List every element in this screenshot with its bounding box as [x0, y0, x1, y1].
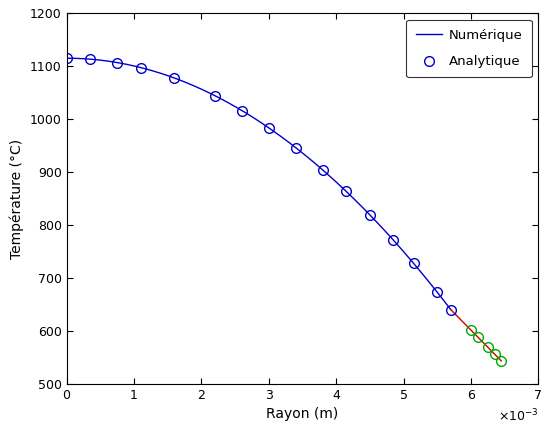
- Analytique: [343, 189, 350, 194]
- Analytique: [390, 238, 397, 243]
- Numérique: [271, 129, 278, 135]
- Y-axis label: Température (°C): Température (°C): [10, 138, 24, 258]
- Numérique: [438, 295, 445, 300]
- Analytique: [410, 261, 417, 266]
- Line: Numérique: Numérique: [67, 58, 451, 310]
- Analytique: [114, 60, 120, 65]
- Numérique: [63, 56, 70, 61]
- Numérique: [378, 224, 385, 230]
- Numérique: [447, 307, 454, 312]
- Numérique: [246, 112, 253, 118]
- Analytique: [239, 108, 245, 113]
- Analytique: [87, 56, 93, 62]
- Analytique: [63, 56, 70, 61]
- Analytique: [319, 167, 326, 172]
- Analytique: [211, 93, 218, 98]
- Numérique: [292, 145, 299, 150]
- Analytique: [366, 212, 373, 217]
- Analytique: [265, 125, 272, 131]
- Line: Analytique: Analytique: [62, 53, 456, 314]
- Analytique: [171, 75, 178, 81]
- Text: $\times 10^{-3}$: $\times 10^{-3}$: [498, 408, 538, 424]
- Legend: Numérique, Analytique: Numérique, Analytique: [406, 20, 532, 78]
- Analytique: [292, 145, 299, 150]
- Numérique: [248, 114, 255, 119]
- Analytique: [138, 65, 144, 70]
- X-axis label: Rayon (m): Rayon (m): [266, 407, 339, 421]
- Analytique: [447, 307, 454, 312]
- Analytique: [434, 290, 441, 295]
